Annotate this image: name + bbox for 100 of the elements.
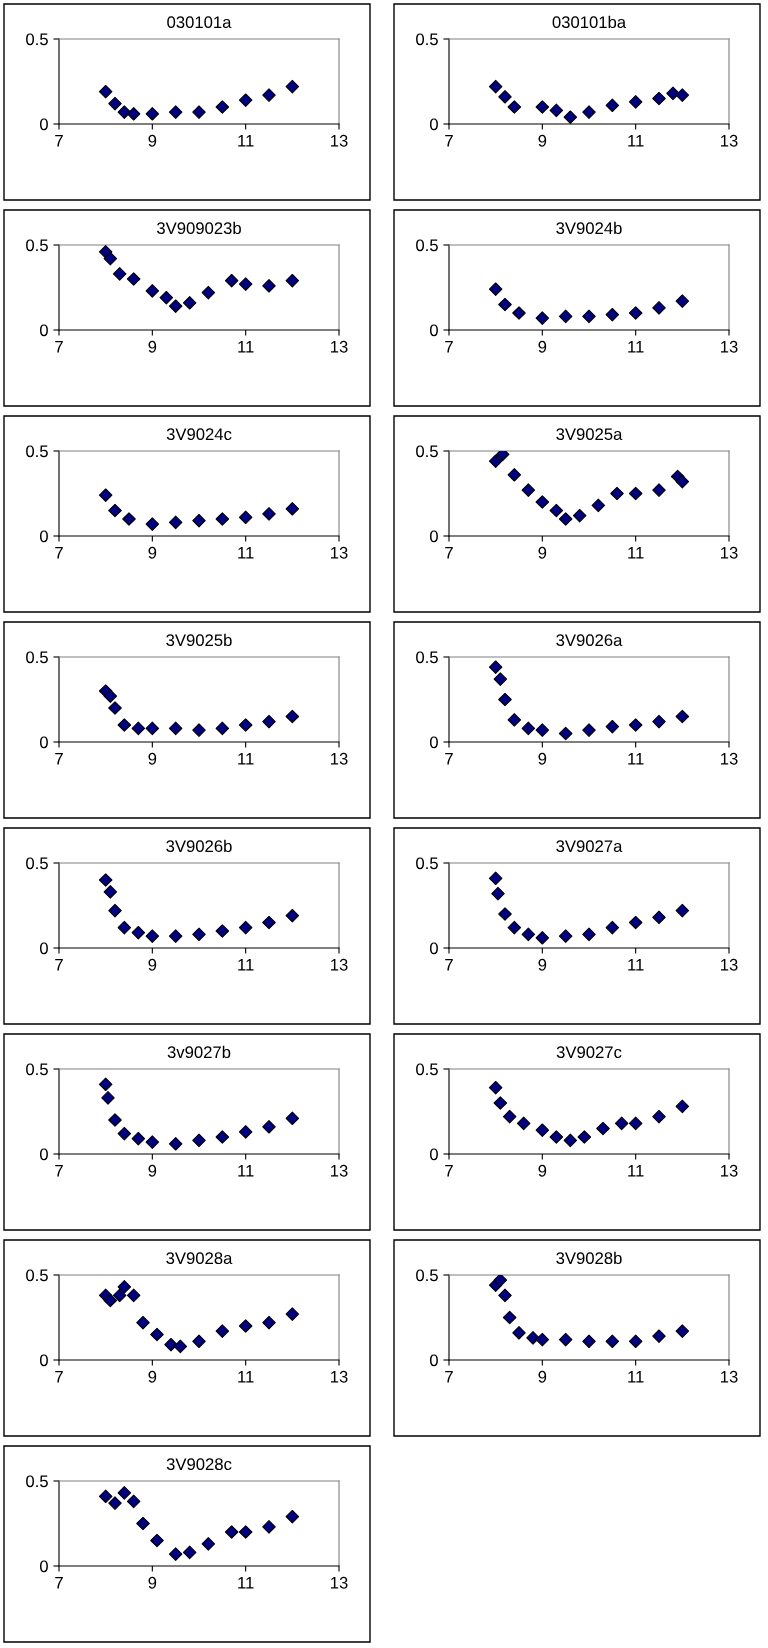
- chart-title: 3V9025a: [556, 428, 623, 441]
- x-tick-label: 11: [628, 135, 644, 147]
- point: [238, 510, 253, 525]
- point: [98, 84, 113, 99]
- point: [582, 1334, 596, 1349]
- point: [563, 110, 578, 124]
- point: [215, 924, 230, 938]
- y-tick-label: 0.5: [416, 1269, 438, 1282]
- point: [285, 273, 300, 288]
- point: [215, 1130, 230, 1144]
- point: [145, 107, 160, 121]
- y-tick-label: 0.5: [416, 445, 438, 458]
- x-tick-label: 9: [538, 546, 547, 559]
- point: [507, 468, 522, 482]
- point: [285, 1111, 300, 1126]
- point: [549, 503, 564, 518]
- y-tick-label: 0: [429, 942, 438, 955]
- x-tick-label: 13: [721, 1370, 738, 1383]
- point: [493, 672, 508, 686]
- point: [652, 301, 666, 315]
- point: [192, 927, 206, 942]
- point: [117, 718, 132, 732]
- point: [628, 486, 643, 501]
- point: [605, 307, 620, 322]
- chart-title: 3V9027c: [556, 1046, 622, 1059]
- x-tick-label: 7: [445, 341, 453, 353]
- point: [201, 285, 216, 300]
- x-tick-label: 7: [445, 135, 453, 147]
- point: [215, 721, 230, 736]
- x-tick-label: 7: [55, 547, 63, 559]
- y-tick-label: 0.5: [26, 1269, 48, 1282]
- point: [238, 93, 253, 107]
- point: [262, 507, 276, 521]
- x-tick-label: 9: [538, 1370, 547, 1383]
- point: [488, 454, 503, 468]
- point: [558, 1332, 573, 1347]
- y-tick-label: 0: [429, 1354, 438, 1367]
- point: [103, 885, 118, 899]
- point: [238, 1525, 253, 1539]
- x-tick-label: 9: [148, 958, 157, 971]
- point: [582, 723, 596, 737]
- point: [614, 1116, 629, 1131]
- point: [507, 713, 522, 727]
- point: [168, 515, 183, 530]
- point: [262, 88, 276, 102]
- point: [521, 927, 536, 942]
- x-tick-label: 7: [445, 959, 453, 971]
- x-tick-label: 13: [331, 340, 348, 353]
- point: [558, 309, 573, 324]
- point: [516, 1116, 531, 1131]
- point: [173, 1339, 188, 1354]
- x-tick-label: 7: [445, 1165, 453, 1177]
- point: [502, 1109, 517, 1124]
- y-tick-label: 0: [429, 118, 438, 131]
- chart-title: 3V9026b: [166, 839, 232, 853]
- x-tick-label: 13: [331, 1164, 348, 1177]
- point: [112, 267, 127, 281]
- x-tick-label: 11: [238, 135, 254, 147]
- point: [498, 907, 512, 921]
- x-tick-label: 11: [628, 959, 644, 971]
- x-tick-label: 7: [445, 547, 453, 559]
- point: [652, 714, 666, 729]
- chart-title: 3V909023b: [157, 221, 241, 235]
- point: [512, 306, 526, 320]
- point: [605, 98, 620, 113]
- point: [192, 1133, 206, 1148]
- point: [150, 1327, 164, 1342]
- point: [262, 915, 276, 930]
- point: [103, 1293, 118, 1308]
- point: [285, 1509, 300, 1524]
- point: [98, 873, 113, 887]
- point: [145, 517, 160, 531]
- point: [126, 1288, 141, 1303]
- x-tick-label: 9: [538, 340, 547, 353]
- x-tick-label: 11: [238, 547, 254, 559]
- point: [168, 105, 183, 119]
- y-tick-label: 0: [39, 530, 48, 543]
- point: [122, 512, 136, 526]
- point: [262, 279, 276, 293]
- point: [488, 660, 503, 674]
- point: [493, 1275, 508, 1287]
- x-tick-label: 7: [55, 1165, 63, 1177]
- chart-title: 3V9025b: [166, 633, 232, 647]
- point: [98, 1077, 113, 1092]
- y-tick-label: 0.5: [26, 857, 48, 870]
- y-tick-label: 0: [429, 736, 438, 749]
- point: [628, 1116, 643, 1131]
- point: [488, 1080, 503, 1095]
- point: [108, 701, 122, 715]
- x-tick-label: 11: [238, 1371, 254, 1383]
- y-tick-label: 0: [39, 118, 48, 131]
- point: [535, 495, 550, 509]
- y-tick-label: 0: [429, 1148, 438, 1161]
- point: [535, 723, 550, 737]
- y-tick-label: 0.5: [26, 651, 48, 664]
- point: [108, 503, 122, 518]
- chart-title: 3v9027b: [167, 1045, 231, 1059]
- x-tick-label: 9: [538, 752, 547, 765]
- point: [117, 1486, 132, 1500]
- x-tick-label: 7: [55, 753, 63, 765]
